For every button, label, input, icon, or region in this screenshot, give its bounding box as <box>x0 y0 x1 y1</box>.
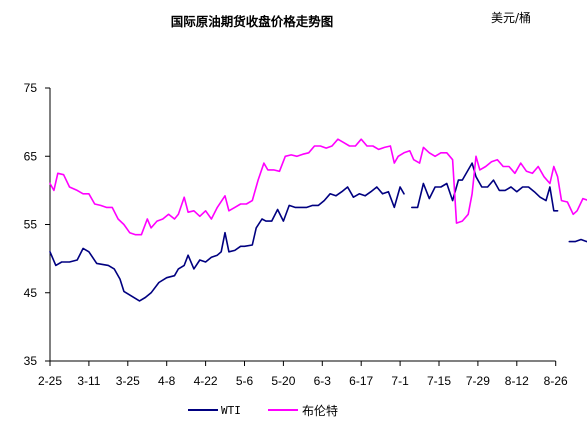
x-tick-label: 3-25 <box>116 374 140 388</box>
x-tick-label: 6-3 <box>314 374 332 388</box>
series-line-wti <box>49 162 587 302</box>
x-tick-label: 2-25 <box>38 374 62 388</box>
series-lines <box>49 138 587 302</box>
x-tick-label: 7-15 <box>427 374 451 388</box>
y-tick-label: 55 <box>24 218 38 232</box>
series-line-brent <box>49 138 587 236</box>
chart-title: 国际原油期货收盘价格走势图 <box>171 14 334 29</box>
axes <box>49 88 556 362</box>
y-tick-label: 45 <box>24 286 38 300</box>
x-tick-label: 7-1 <box>391 374 409 388</box>
unit-label: 美元/桶 <box>491 10 531 25</box>
y-tick-label: 65 <box>24 149 38 163</box>
legend-label-wti: WTI <box>221 404 241 417</box>
x-tick-label: 5-6 <box>236 374 254 388</box>
x-tick-label: 3-11 <box>77 374 100 388</box>
x-tick-label: 4-8 <box>158 374 176 388</box>
x-tick-label: 6-17 <box>349 374 373 388</box>
x-tick-label: 8-12 <box>505 374 529 388</box>
legend: WTI 布伦特 <box>188 403 338 418</box>
y-axis-ticks: 35 45 55 65 75 <box>24 81 50 368</box>
x-tick-label: 8-26 <box>544 374 568 388</box>
y-tick-label: 35 <box>24 354 38 368</box>
x-tick-label: 4-22 <box>194 374 218 388</box>
y-tick-label: 75 <box>24 81 38 95</box>
x-tick-label: 7-29 <box>466 374 490 388</box>
x-tick-label: 5-20 <box>271 374 295 388</box>
legend-label-brent: 布伦特 <box>302 403 338 418</box>
x-axis-ticks: 2-25 3-11 3-25 4-8 4-22 5-6 5-20 6-3 6-17 7-1 7-15… <box>38 361 568 388</box>
